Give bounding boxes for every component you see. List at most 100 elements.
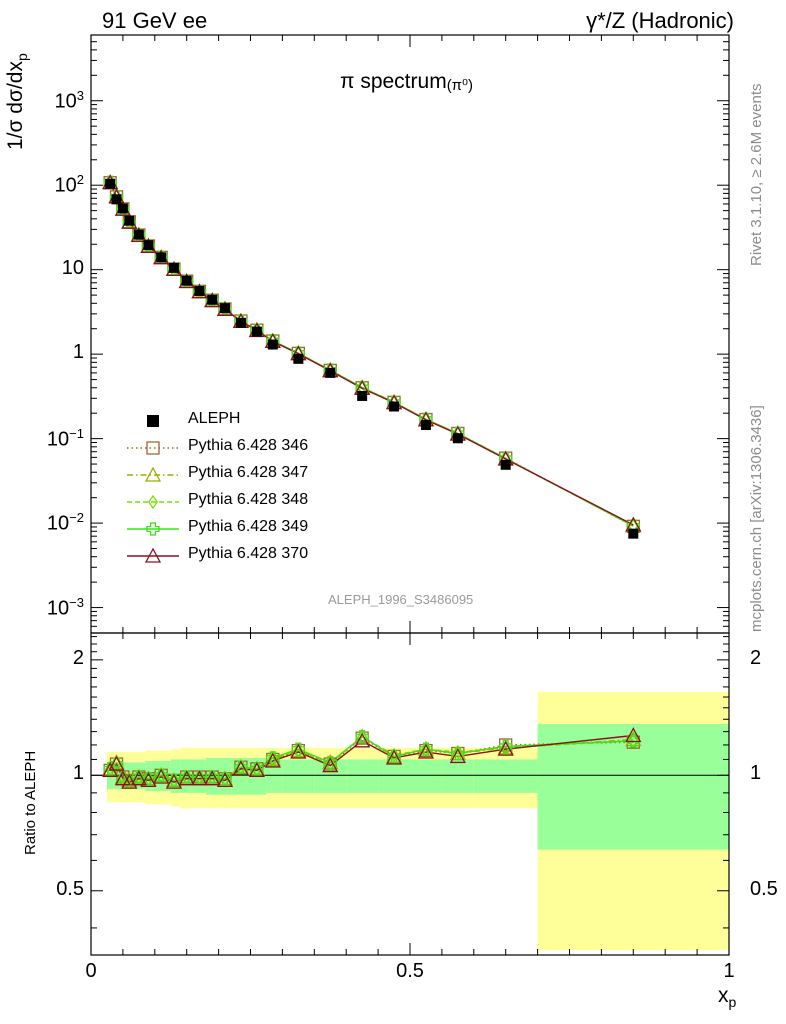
marker-triangle: [232, 760, 250, 776]
marker-cross: [167, 773, 181, 788]
marker-triangle: [216, 772, 234, 788]
y-tick-label: 103: [54, 87, 84, 113]
y-axis-label: 1/σ dσ/dxp: [4, 53, 30, 150]
marker-triangle: [248, 762, 265, 778]
legend-label: Pythia 6.428 370: [188, 545, 309, 562]
chart-title: π spectrum(π⁰): [340, 70, 473, 94]
data-point: [117, 203, 128, 214]
marker-cross: [132, 770, 146, 784]
ratio-axis-label: Ratio to ALEPH: [22, 750, 39, 855]
data-point: [181, 275, 192, 286]
x-axis-label-sub: p: [728, 994, 737, 1010]
marker-cross: [355, 730, 369, 744]
marker-triangle: [354, 732, 371, 748]
data-point: [325, 367, 336, 378]
legend-label: Pythia 6.428 349: [188, 518, 309, 535]
marker-square: [146, 441, 160, 455]
marker-triangle: [417, 743, 435, 759]
x-tick-label: 0.5: [396, 960, 424, 982]
chart-title-main: π spectrum: [340, 70, 447, 93]
marker-triangle: [108, 755, 125, 771]
data-point: [207, 294, 218, 305]
marker-cross: [154, 768, 168, 782]
series-markers: [102, 173, 642, 789]
band-green: [180, 759, 194, 793]
data-point: [420, 419, 431, 430]
marker-triangle: [191, 770, 208, 786]
x-axis-label-main: x: [718, 984, 729, 1007]
marker-cross: [234, 760, 248, 774]
marker-triangle: [144, 466, 162, 482]
data-point: [156, 252, 167, 263]
data-point: [133, 229, 144, 240]
x-tick-label: 0: [85, 960, 97, 982]
rivet-label: Rivet 3.1.10, ≥ 2.6M events: [748, 83, 765, 267]
y-axis-label-main: 1/σ dσ/dx: [4, 61, 27, 150]
y-tick-label: 10−1: [46, 425, 84, 451]
mcplots-label: mcplots.cern.ch [arXiv:1306.3436]: [748, 405, 765, 632]
y-tick-label: 1: [72, 341, 84, 364]
legend-label: ALEPH: [188, 410, 241, 427]
data-point: [105, 178, 116, 189]
marker-triangle: [130, 770, 147, 786]
ratio-tick-label-left: 1: [72, 762, 84, 785]
data-point: [235, 317, 246, 328]
ratio-tick-label-right: 1: [750, 762, 762, 785]
marker-cross: [266, 751, 280, 765]
marker-triangle: [290, 743, 307, 759]
y-tick-label: 10−3: [46, 594, 84, 620]
band-green: [266, 759, 283, 793]
marker-cross: [451, 746, 465, 761]
ratio-tick-label-left: 2: [72, 646, 84, 669]
marker-cross: [218, 772, 232, 786]
axes-frames: [90, 34, 730, 956]
marker-diamond: [293, 743, 304, 758]
ratio-tick-label-left: 0.5: [56, 877, 84, 900]
analysis-id: ALEPH_1996_S3486095: [328, 592, 474, 607]
marker-triangle: [449, 748, 466, 764]
marker-triangle: [385, 749, 403, 765]
band-green: [473, 759, 538, 793]
data-point: [357, 390, 368, 401]
marker-cross: [205, 770, 219, 784]
marker-diamond: [500, 740, 511, 755]
legend-marker-data: [147, 415, 159, 427]
header-right: γ*/Z (Hadronic): [586, 8, 734, 33]
legend: [127, 415, 179, 563]
band-green: [314, 759, 347, 793]
ratio-tick-label-right: 2: [750, 646, 762, 669]
marker-cross: [291, 742, 306, 756]
marker-diamond: [148, 494, 158, 510]
data-point: [219, 303, 230, 314]
marker-triangle: [165, 773, 183, 789]
marker-cross: [141, 772, 156, 786]
marker-cross: [146, 522, 160, 536]
marker-triangle: [497, 740, 514, 756]
marker-triangle: [144, 547, 162, 563]
band-green: [282, 759, 315, 793]
y-tick-label: 10: [61, 256, 84, 279]
chart-title-sub: (π⁰): [446, 77, 474, 94]
marker-cross: [323, 755, 337, 770]
data-point: [124, 215, 135, 226]
y-axis-label-sub: p: [14, 53, 30, 62]
data-point: [143, 240, 154, 251]
y-tick-label: 10−2: [46, 510, 84, 535]
data-point: [628, 528, 639, 539]
data-point: [251, 326, 262, 337]
ratio-tick-label-right: 0.5: [750, 877, 778, 900]
marker-triangle: [264, 752, 281, 768]
data-point: [194, 285, 205, 296]
data-point: [267, 339, 278, 350]
band-green: [218, 757, 232, 795]
y-tick-label: 102: [54, 172, 84, 197]
uncertainty-bands: [106, 691, 729, 951]
marker-cross: [499, 739, 513, 753]
marker-triangle: [114, 770, 131, 786]
marker-cross: [180, 770, 194, 784]
data-point: [389, 401, 400, 412]
main-frame: [90, 34, 730, 634]
legend-label: Pythia 6.428 347: [188, 464, 309, 481]
marker-triangle: [322, 757, 339, 773]
